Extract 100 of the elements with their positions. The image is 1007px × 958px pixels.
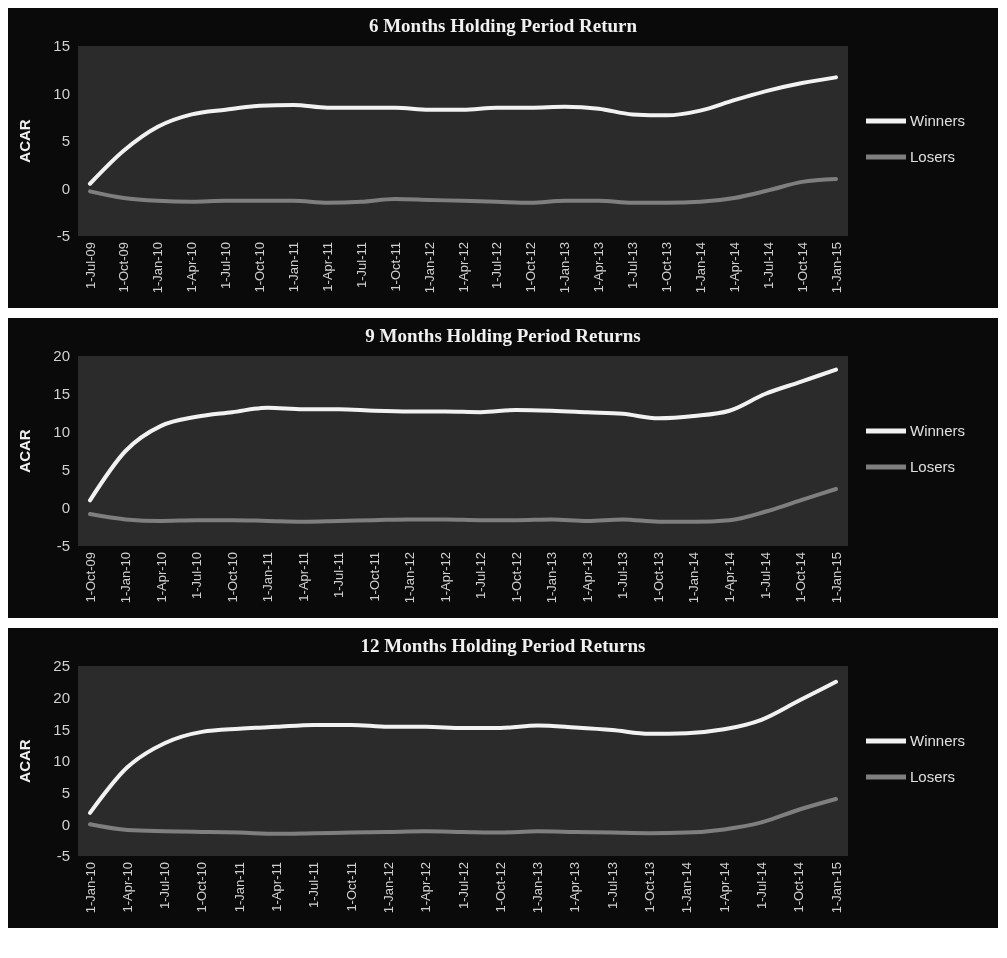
- x-tick-label: 1-Apr-13: [567, 862, 583, 913]
- x-tick-label: 1-Oct-12: [492, 862, 508, 913]
- x-tick-label: 1-Jul-13: [625, 242, 641, 289]
- y-tick-label: -5: [56, 537, 70, 555]
- x-tick-label: 1-Jan-14: [692, 242, 708, 294]
- legend-label: Winners: [910, 422, 966, 440]
- x-tick-label: 1-Jan-10: [118, 552, 134, 604]
- y-tick-label: 15: [53, 720, 70, 738]
- x-tick-label: 1-Apr-12: [455, 242, 471, 293]
- x-tick-label: 1-Jul-10: [157, 862, 173, 909]
- x-tick-label: 1-Jan-15: [828, 242, 844, 294]
- y-tick-label: -5: [56, 847, 70, 865]
- x-tick-label: 1-Jan-10: [82, 862, 98, 914]
- x-tick-label: 1-Jul-10: [189, 552, 205, 599]
- x-tick-label: 1-Apr-11: [269, 862, 285, 912]
- y-tick-label: -5: [56, 227, 70, 245]
- legend-label: Winners: [910, 112, 966, 130]
- x-tick-label: 1-Jan-12: [380, 862, 396, 914]
- x-tick-label: 1-Oct-13: [650, 552, 666, 603]
- x-tick-label: 1-Jan-11: [231, 862, 247, 913]
- x-tick-label: 1-Apr-10: [119, 862, 135, 913]
- x-tick-label: 1-Jul-11: [331, 552, 347, 599]
- x-tick-label: 1-Apr-11: [319, 242, 335, 292]
- x-tick-label: 1-Jan-13: [557, 242, 573, 294]
- x-tick-label: 1-Oct-09: [82, 552, 98, 603]
- line-series: [88, 679, 838, 815]
- x-tick-label: 1-Apr-14: [716, 862, 732, 913]
- x-tick-label: 1-Oct-14: [793, 552, 809, 603]
- x-tick-label: 1-Oct-12: [523, 242, 539, 293]
- x-tick-label: 1-Oct-11: [366, 552, 382, 602]
- x-tick-label: 1-Oct-13: [642, 862, 658, 913]
- x-tick-label: 1-Jan-11: [286, 242, 301, 293]
- legend-label: Losers: [910, 458, 956, 476]
- y-tick-label: 5: [61, 461, 70, 479]
- x-tick-label: 1-Jul-11: [306, 862, 322, 909]
- x-tick-label: 1-Apr-14: [726, 242, 742, 293]
- x-tick-label: 1-Oct-11: [343, 862, 359, 912]
- y-tick-label: 0: [61, 499, 70, 517]
- x-tick-label: 1-Jan-13: [544, 552, 560, 604]
- x-tick-label: 1-Jul-12: [473, 552, 489, 599]
- x-tick-label: 1-Apr-12: [437, 552, 453, 603]
- y-tick-label: 10: [53, 84, 70, 102]
- x-tick-label: 1-Jul-14: [760, 242, 776, 289]
- x-tick-label: 1-Jan-15: [828, 552, 844, 604]
- y-tick-label: 15: [53, 385, 70, 403]
- y-axis-title: ACAR: [16, 429, 33, 473]
- line-series: [88, 797, 838, 836]
- x-tick-label: 1-Oct-10: [194, 862, 210, 913]
- legend-label: Losers: [910, 768, 956, 786]
- legend-label: Losers: [910, 148, 956, 166]
- x-tick-label: 1-Oct-14: [794, 242, 810, 293]
- x-tick-label: 1-Jan-13: [530, 862, 546, 914]
- x-tick-label: 1-Oct-14: [791, 862, 807, 913]
- x-tick-label: 1-Jul-10: [218, 242, 234, 289]
- chart-title: 6 Months Holding Period Return: [368, 15, 638, 36]
- x-tick-label: 1-Apr-11: [295, 552, 311, 602]
- y-tick-label: 10: [53, 752, 70, 770]
- x-tick-label: 1-Jul-14: [757, 552, 773, 599]
- x-tick-label: 1-Apr-13: [579, 552, 595, 603]
- x-tick-label: 1-Jan-10: [150, 242, 166, 294]
- x-tick-label: 1-Jul-12: [455, 862, 471, 909]
- x-tick-label: 1-Jul-14: [753, 862, 769, 909]
- line-series: [88, 367, 838, 503]
- x-tick-label: 1-Jul-09: [82, 242, 98, 289]
- chart-title: 9 Months Holding Period Returns: [365, 325, 641, 346]
- x-tick-label: 1-Oct-12: [508, 552, 524, 603]
- y-axis-title: ACAR: [16, 739, 33, 783]
- x-tick-label: 1-Oct-11: [387, 242, 403, 292]
- chart-title: 12 Months Holding Period Returns: [360, 635, 646, 656]
- x-tick-label: 1-Oct-13: [659, 242, 674, 293]
- x-tick-label: 1-Jan-12: [421, 242, 437, 294]
- y-tick-label: 5: [61, 132, 70, 150]
- x-tick-label: 1-Jan-14: [679, 862, 695, 914]
- x-tick-label: 1-Oct-10: [252, 242, 268, 293]
- x-tick-label: 1-Jul-11: [353, 242, 369, 289]
- x-tick-label: 1-Oct-09: [116, 242, 132, 293]
- y-tick-label: 20: [53, 347, 70, 365]
- x-tick-label: 1-Jan-11: [260, 552, 276, 603]
- x-tick-label: 1-Jul-13: [615, 552, 631, 599]
- y-tick-label: 5: [61, 783, 70, 801]
- x-tick-label: 1-Jul-12: [489, 242, 505, 289]
- x-tick-label: 1-Apr-10: [153, 552, 169, 603]
- x-tick-label: 1-Apr-12: [418, 862, 434, 913]
- y-tick-label: 0: [61, 179, 70, 197]
- y-tick-label: 20: [53, 688, 70, 706]
- x-tick-label: 1-Jan-14: [686, 552, 702, 604]
- y-tick-label: 0: [61, 815, 70, 833]
- x-tick-label: 1-Jan-12: [402, 552, 418, 604]
- x-tick-label: 1-Apr-13: [591, 242, 607, 293]
- y-axis-title: ACAR: [16, 119, 33, 163]
- y-tick-label: 15: [53, 37, 70, 55]
- legend-label: Winners: [910, 732, 966, 750]
- line-series: [88, 487, 838, 524]
- x-tick-label: 1-Jul-13: [604, 862, 620, 909]
- line-series: [88, 177, 838, 205]
- y-tick-label: 10: [53, 423, 70, 441]
- line-series: [88, 75, 838, 186]
- x-tick-label: 1-Jan-15: [828, 862, 844, 914]
- x-tick-label: 1-Apr-10: [184, 242, 200, 293]
- y-tick-label: 25: [53, 657, 70, 675]
